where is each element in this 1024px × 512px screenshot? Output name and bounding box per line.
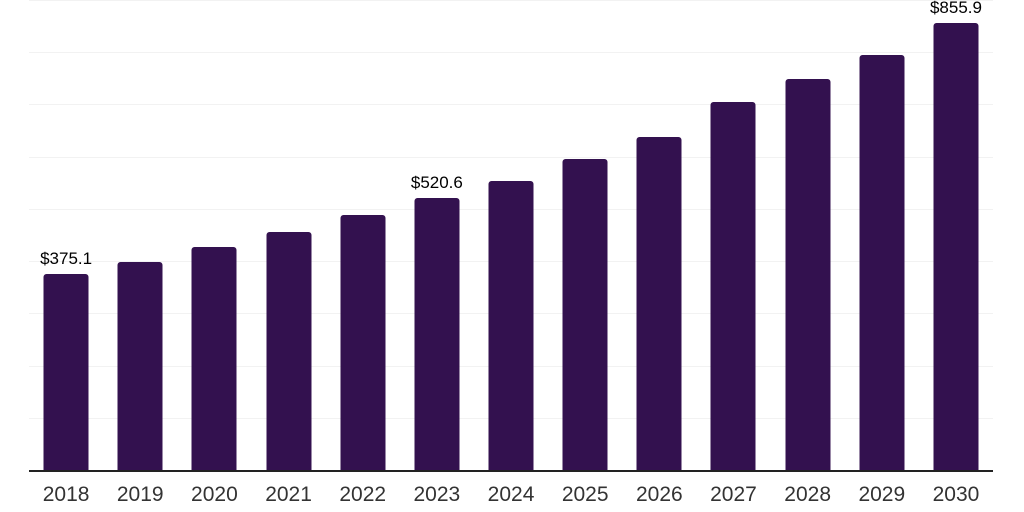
- bar-2023: [414, 198, 460, 470]
- x-tick-2023: 2023: [413, 483, 461, 506]
- x-tick-2029: 2029: [858, 483, 906, 506]
- bar-column-2023: $520.6: [400, 0, 474, 470]
- gridline-900: [29, 0, 993, 1]
- bar-column-2019: [103, 0, 177, 470]
- x-tick-2030: 2030: [932, 483, 980, 506]
- gridline-700: [29, 104, 993, 106]
- bar-column-2022: [326, 0, 400, 470]
- bar-2018: [43, 274, 89, 470]
- bar-2026: [636, 136, 682, 470]
- x-tick-2026: 2026: [635, 483, 683, 506]
- bar-column-2024: [474, 0, 548, 470]
- bar-2021: [266, 231, 312, 470]
- bar-2027: [710, 101, 756, 470]
- value-label-2030: $855.9: [929, 0, 982, 18]
- bar-column-2026: [622, 0, 696, 470]
- bar-2020: [191, 246, 237, 470]
- x-tick-2019: 2019: [116, 483, 164, 506]
- x-tick-2020: 2020: [191, 483, 238, 506]
- gridline-600: [29, 156, 993, 158]
- bar-2028: [785, 78, 831, 470]
- bar-2025: [562, 159, 608, 470]
- plot-area: $375.1 $520.6 $855.9: [29, 0, 993, 472]
- x-tick-2025: 2025: [561, 483, 609, 506]
- value-label-2018: $375.1: [40, 249, 93, 269]
- x-tick-2021: 2021: [265, 483, 312, 506]
- x-tick-2024: 2024: [487, 483, 535, 506]
- bar-column-2025: [548, 0, 622, 470]
- bar-column-2027: [696, 0, 770, 470]
- bar-column-2028: [771, 0, 845, 470]
- bar-column-2021: [251, 0, 325, 470]
- bar-2024: [488, 180, 534, 470]
- x-tick-2018: 2018: [42, 483, 90, 506]
- bar-column-2030: $855.9: [919, 0, 993, 470]
- bar-2019: [117, 262, 163, 470]
- bar-column-2018: $375.1: [29, 0, 103, 470]
- x-tick-2028: 2028: [784, 483, 831, 506]
- x-tick-2022: 2022: [339, 483, 387, 506]
- bar-2022: [340, 215, 386, 470]
- bar-column-2020: [177, 0, 251, 470]
- gridline-800: [29, 52, 993, 54]
- value-label-2023: $520.6: [410, 173, 463, 193]
- bar-column-2029: [845, 0, 919, 470]
- bars-layer: $375.1 $520.6 $855.9: [29, 0, 993, 470]
- bar-2029: [859, 54, 905, 470]
- x-axis: 2018 2019 2020 2021 2022 2023 2024 2025 2026 2027…: [29, 472, 993, 505]
- x-tick-2027: 2027: [710, 483, 757, 506]
- bar-2030: [933, 23, 979, 470]
